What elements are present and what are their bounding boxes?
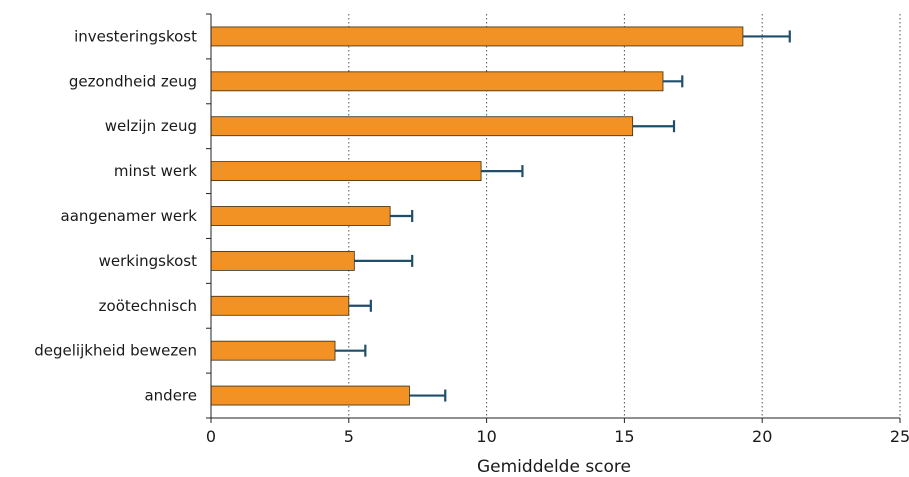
bar-7 <box>210 340 336 361</box>
error-bar-1 <box>662 75 684 88</box>
bar-6 <box>210 295 350 316</box>
bar-5 <box>210 250 355 271</box>
category-label-2: welzijn zeug <box>105 117 197 135</box>
bar-4 <box>210 206 391 226</box>
error-bar-3 <box>481 165 524 178</box>
error-bar-4 <box>390 210 414 222</box>
error-bar-6 <box>348 299 372 312</box>
category-label-4: aangenamer werk <box>61 207 198 225</box>
error-bar-5 <box>354 254 414 267</box>
bars <box>210 26 744 406</box>
error-bars <box>335 30 791 402</box>
bar-3 <box>210 161 482 182</box>
bar-2 <box>210 116 634 137</box>
axes <box>206 13 901 423</box>
x-tick-label-20: 20 <box>752 427 772 446</box>
category-label-5: werkingskost <box>99 252 198 270</box>
error-bar-2 <box>632 120 676 133</box>
category-labels: investeringskost gezondheid zeug welzijn z… <box>34 27 197 404</box>
x-tick-labels: 0 5 10 15 20 25 <box>206 427 909 446</box>
bar-1 <box>210 71 664 92</box>
error-bar-7 <box>335 344 367 357</box>
x-tick-label-5: 5 <box>344 427 354 446</box>
bar-8 <box>210 385 410 406</box>
x-tick-label-0: 0 <box>206 427 216 446</box>
x-axis-title: Gemiddelde score <box>477 457 631 477</box>
error-bar-0 <box>742 30 791 43</box>
error-bar-8 <box>409 389 447 402</box>
bar-0 <box>210 26 744 47</box>
category-label-0: investeringskost <box>74 27 197 45</box>
x-tick-label-10: 10 <box>476 427 496 446</box>
category-label-1: gezondheid zeug <box>69 72 197 90</box>
category-label-3: minst werk <box>114 162 197 180</box>
category-label-8: andere <box>144 387 197 405</box>
category-label-6: zoötechnisch <box>99 297 197 315</box>
category-label-7: degelijkheid bewezen <box>34 342 197 360</box>
x-tick-label-25: 25 <box>890 427 909 446</box>
x-tick-label-15: 15 <box>614 427 634 446</box>
